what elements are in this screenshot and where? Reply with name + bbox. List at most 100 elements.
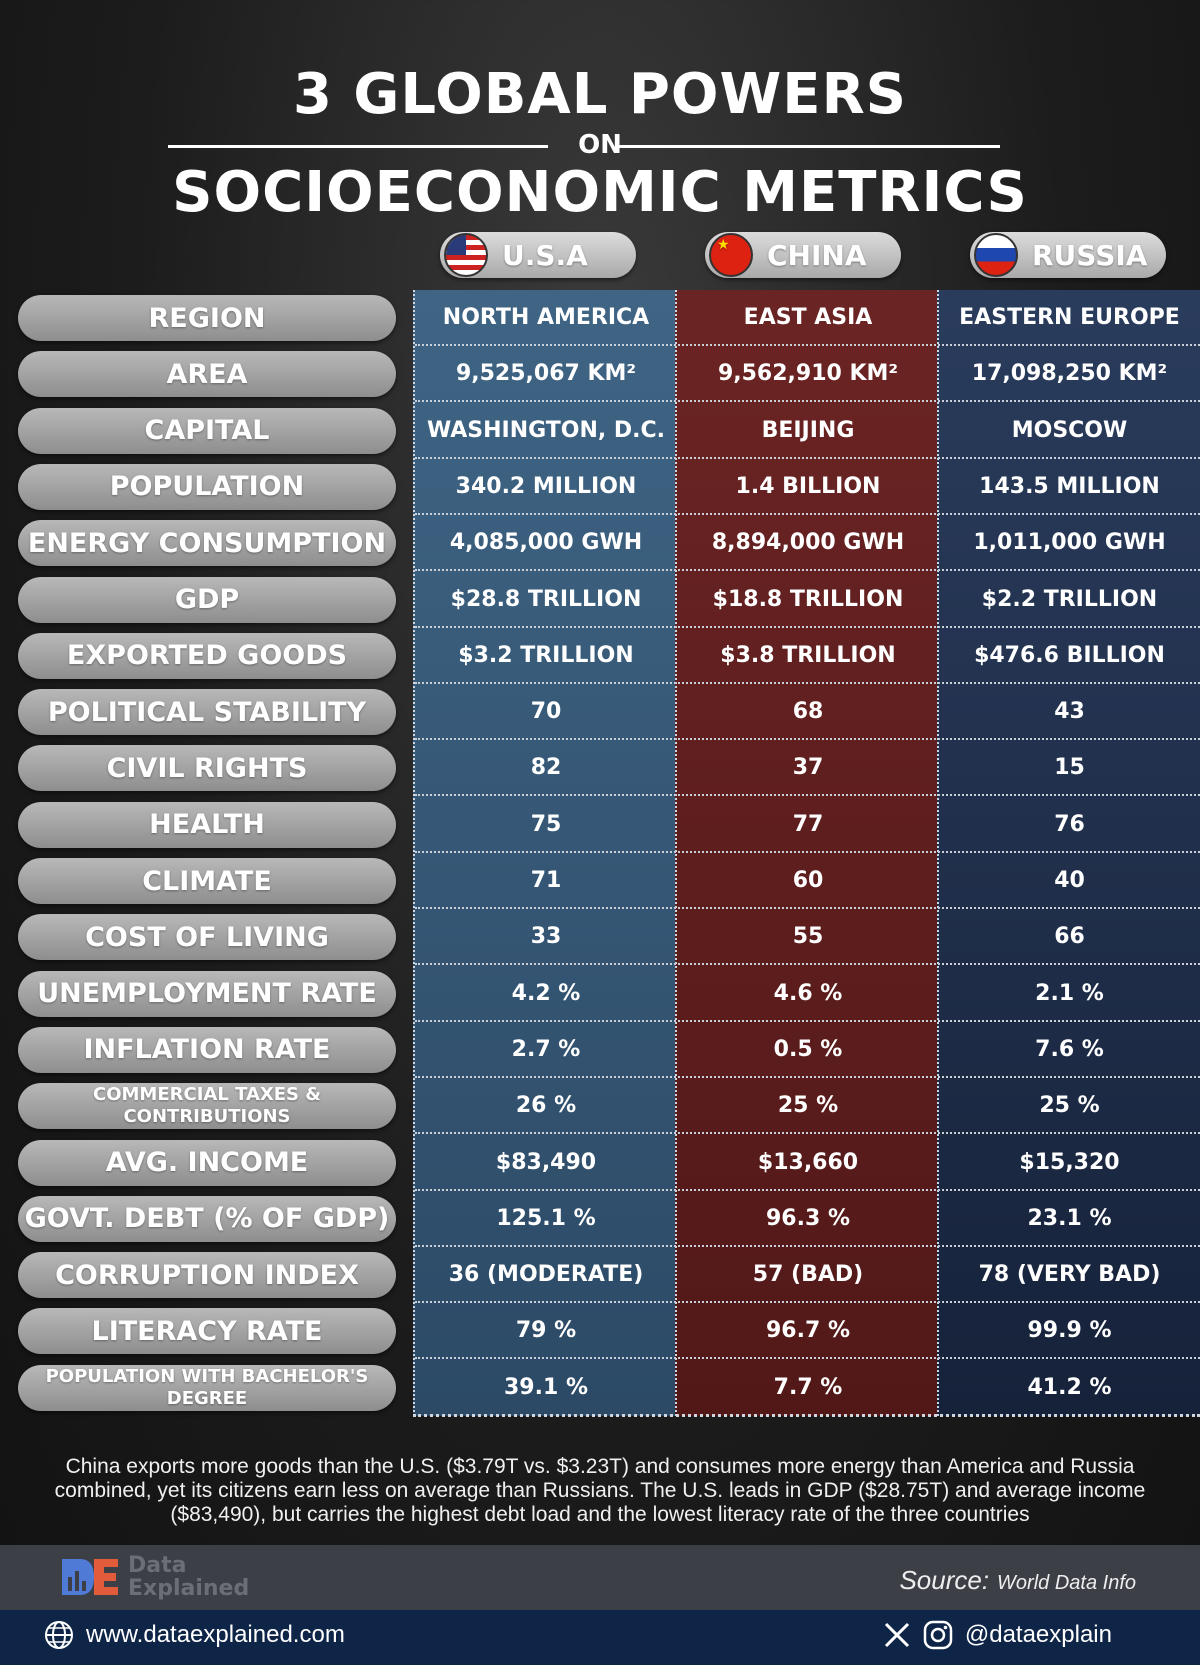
row-divider bbox=[415, 1188, 1200, 1191]
metric-label: CIVIL RIGHTS bbox=[18, 745, 396, 792]
russia-value-cell: 15 bbox=[1054, 755, 1085, 781]
russia-value-cell: 1,011,000 GWH bbox=[973, 530, 1166, 556]
usa-value-cell: 340.2 MILLION bbox=[455, 473, 637, 499]
source-credit: Source: World Data Info bbox=[899, 1565, 1136, 1596]
metric-row: POPULATION 340.2 MILLION 1.4 BILLION 143.5 … bbox=[0, 459, 1200, 515]
title-line-2: SOCIOECONOMIC METRICS bbox=[172, 160, 1028, 225]
russia-value-cell: $15,320 bbox=[1019, 1149, 1120, 1175]
contact-bar bbox=[0, 1610, 1200, 1665]
usa-value-cell: 79 % bbox=[515, 1318, 577, 1344]
china-value-cell: 37 bbox=[792, 755, 824, 781]
usa-value-cell: 26 % bbox=[515, 1093, 577, 1119]
metric-row: CORRUPTION INDEX 36 (MODERATE) 57 (BAD) 78 … bbox=[0, 1247, 1200, 1304]
metric-label: EXPORTED GOODS bbox=[18, 632, 396, 679]
usa-value-cell: 4,085,000 GWH bbox=[449, 530, 643, 556]
metric-row: ENERGY CONSUMPTION 4,085,000 GWH 8,894,000… bbox=[0, 515, 1200, 572]
metric-row: HEALTH 75 77 76 bbox=[0, 797, 1200, 853]
china-value-cell: 25 % bbox=[777, 1093, 839, 1119]
usa-value-cell: NORTH AMERICA bbox=[442, 305, 650, 330]
country-name: CHINA bbox=[767, 238, 867, 272]
country-name: U.S.A bbox=[502, 238, 588, 272]
china-column bbox=[675, 290, 939, 1416]
usa-flag-icon bbox=[444, 233, 488, 277]
row-divider bbox=[415, 456, 1200, 459]
china-value-cell: 9,562,910 KM² bbox=[717, 361, 899, 387]
metric-label: POLITICAL STABILITY bbox=[18, 689, 396, 736]
russia-value-cell: EASTERN EUROPE bbox=[959, 305, 1180, 330]
metric-label: ENERGY CONSUMPTION bbox=[18, 520, 396, 567]
x-icon[interactable] bbox=[883, 1621, 911, 1649]
russia-value-cell: $476.6 BILLION bbox=[974, 642, 1165, 668]
metric-label: LITERACY RATE bbox=[18, 1308, 396, 1355]
source-label: Source: bbox=[899, 1565, 990, 1595]
metric-row: UNEMPLOYMENT RATE 4.2 % 4.6 % 2.1 % bbox=[0, 966, 1200, 1022]
metric-label: COST OF LIVING bbox=[18, 914, 396, 961]
title-divider-left bbox=[168, 145, 548, 148]
russia-value-cell: 76 bbox=[1054, 811, 1085, 837]
usa-value-cell: 75 bbox=[530, 811, 562, 837]
usa-value-cell: 9,525,067 KM² bbox=[455, 361, 637, 387]
china-value-cell: 68 bbox=[792, 699, 824, 725]
russia-value-cell: 40 bbox=[1054, 868, 1085, 893]
usa-value-cell: 71 bbox=[530, 868, 562, 893]
country-header-china: CHINA bbox=[705, 232, 901, 278]
metric-row: EXPORTED GOODS $3.2 TRILLION $3.8 TRILLION… bbox=[0, 628, 1200, 684]
title-block: 3 GLOBAL POWERS ON SOCIOECONOMIC METRICS bbox=[0, 60, 1200, 226]
china-value-cell: 96.7 % bbox=[766, 1318, 850, 1344]
metric-label: UNEMPLOYMENT RATE bbox=[18, 970, 396, 1017]
social-handle[interactable]: @dataexplain bbox=[883, 1620, 1112, 1650]
china-value-cell: 0.5 % bbox=[773, 1036, 843, 1062]
metric-label: CLIMATE bbox=[18, 858, 396, 904]
title-on-word: ON bbox=[578, 130, 622, 160]
row-divider bbox=[415, 681, 1200, 684]
china-flag-icon bbox=[709, 233, 753, 277]
row-divider bbox=[415, 794, 1200, 797]
metric-row: POLITICAL STABILITY 70 68 43 bbox=[0, 684, 1200, 741]
russia-value-cell: $2.2 TRILLION bbox=[981, 586, 1158, 612]
metric-label: REGION bbox=[18, 295, 396, 341]
russia-column bbox=[937, 290, 1200, 1416]
usa-value-cell: WASHINGTON, D.C. bbox=[426, 417, 666, 443]
china-value-cell: 77 bbox=[792, 811, 824, 837]
metric-label: GDP bbox=[18, 576, 396, 623]
country-header-usa: U.S.A bbox=[440, 232, 636, 278]
metric-label: POPULATION bbox=[18, 463, 396, 510]
instagram-icon[interactable] bbox=[923, 1620, 953, 1650]
usa-value-cell: $3.2 TRILLION bbox=[458, 642, 634, 668]
metric-row: GOVT. DEBT (% OF GDP) 125.1 % 96.3 % 23.1 % bbox=[0, 1191, 1200, 1247]
russia-value-cell: MOSCOW bbox=[1011, 417, 1128, 443]
usa-value-cell: 39.1 % bbox=[504, 1374, 588, 1400]
metric-row: AVG. INCOME $83,490 $13,660 $15,320 bbox=[0, 1135, 1200, 1191]
website-link[interactable]: www.dataexplained.com bbox=[44, 1620, 345, 1650]
usa-value-cell: 82 bbox=[530, 755, 562, 781]
metric-row: COST OF LIVING 33 55 66 bbox=[0, 909, 1200, 966]
row-divider bbox=[415, 512, 1200, 515]
china-value-cell: $3.8 TRILLION bbox=[720, 642, 896, 668]
china-value-cell: 60 bbox=[792, 868, 824, 893]
comparison-grid bbox=[413, 290, 1200, 1417]
usa-value-cell: 125.1 % bbox=[496, 1205, 596, 1231]
china-value-cell: BEIJING bbox=[761, 417, 855, 443]
china-value-cell: 1.4 BILLION bbox=[735, 473, 881, 499]
brand-name-line-2: Explained bbox=[128, 1576, 250, 1601]
source-value: World Data Info bbox=[997, 1572, 1136, 1594]
country-header-russia: RUSSIA bbox=[970, 232, 1166, 278]
row-divider bbox=[415, 344, 1200, 346]
russia-value-cell: 143.5 MILLION bbox=[979, 473, 1160, 499]
usa-value-cell: 4.2 % bbox=[511, 980, 581, 1006]
china-value-cell: 96.3 % bbox=[766, 1205, 850, 1231]
globe-icon bbox=[44, 1620, 74, 1650]
brand-name: Data Explained bbox=[128, 1554, 249, 1600]
metric-row: LITERACY RATE 79 % 96.7 % 99.9 % bbox=[0, 1303, 1200, 1360]
russia-flag-icon bbox=[974, 233, 1018, 277]
china-value-cell: 4.6 % bbox=[773, 980, 843, 1006]
row-divider bbox=[415, 907, 1200, 909]
russia-value-cell: 17,098,250 KM² bbox=[971, 361, 1168, 387]
row-divider bbox=[415, 625, 1200, 628]
brand-bar bbox=[0, 1545, 1200, 1610]
russia-value-cell: 25 % bbox=[1039, 1093, 1100, 1119]
row-divider bbox=[415, 1075, 1200, 1078]
row-divider bbox=[415, 1357, 1200, 1360]
usa-value-cell: 33 bbox=[530, 924, 562, 950]
title-divider-right bbox=[615, 145, 1000, 148]
